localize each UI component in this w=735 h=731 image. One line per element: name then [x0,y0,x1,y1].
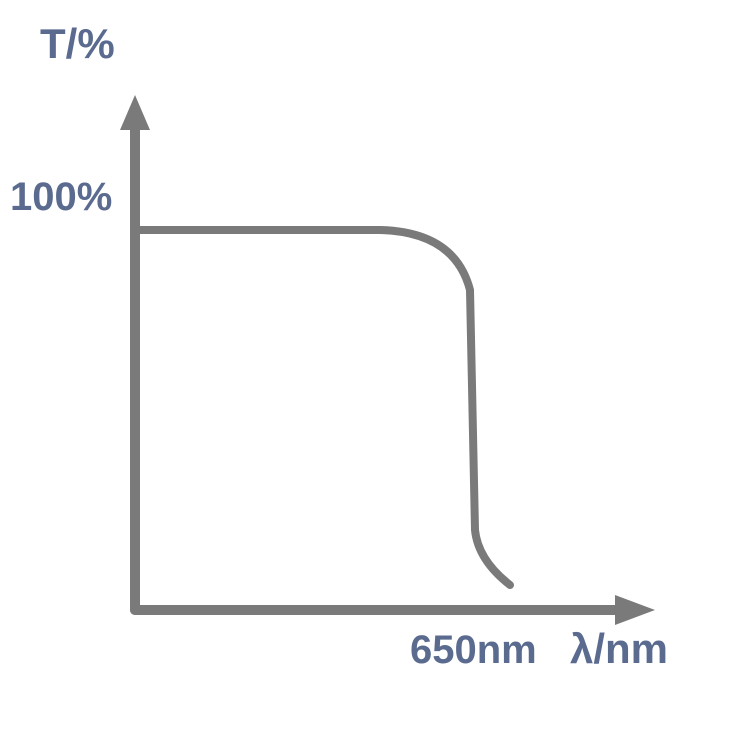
x-axis-arrow [615,595,655,625]
chart-svg [0,0,735,731]
curve-line [135,230,510,585]
transmittance-chart: T/% 100% 650nm λ/nm [0,0,735,731]
y-axis-arrow [120,95,150,130]
